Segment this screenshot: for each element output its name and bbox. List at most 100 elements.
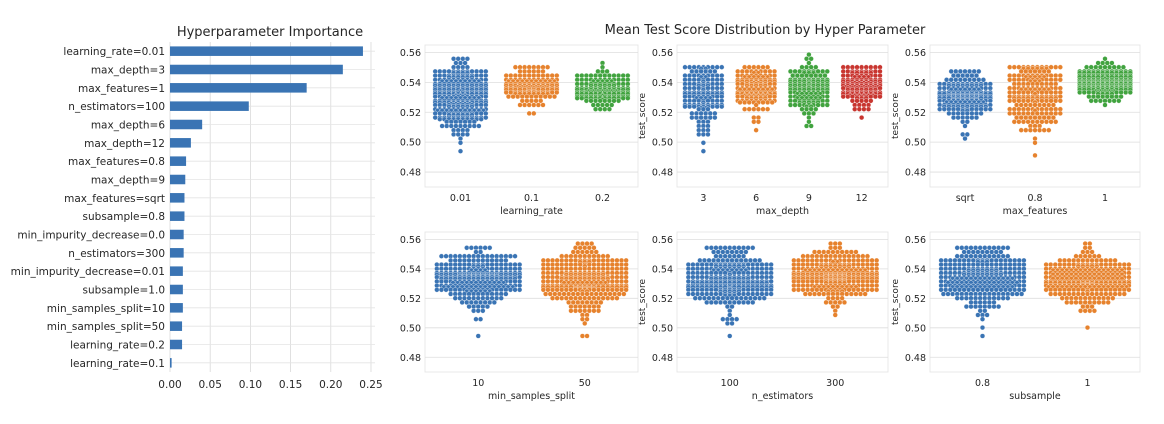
swarm-ytick-label: 0.54 — [652, 264, 673, 275]
swarm-point — [690, 291, 696, 297]
bar-category-label: max_depth=3 — [91, 65, 165, 77]
swarm-point — [575, 241, 581, 247]
swarm-point — [589, 241, 595, 247]
swarm-point — [543, 291, 549, 297]
swarm-point — [832, 245, 838, 251]
swarm-point — [727, 245, 733, 251]
swarm-point — [1100, 60, 1106, 66]
swarm-point — [526, 102, 532, 108]
swarm-point — [720, 316, 726, 322]
swarm-xlabel: learning_rate — [500, 206, 563, 217]
swarm-suptitle: Mean Test Score Distribution by Hyper Pa… — [605, 23, 926, 38]
swarm-point — [582, 295, 588, 301]
swarm-point — [979, 287, 986, 293]
swarm-point — [800, 287, 806, 293]
swarm-point — [752, 295, 758, 301]
swarm-ylabel: test_score — [638, 93, 648, 139]
swarm-point — [1041, 115, 1047, 121]
swarm-point — [575, 299, 581, 305]
swarm-point — [480, 295, 486, 301]
swarm-point — [689, 115, 695, 121]
swarm-point — [706, 257, 712, 263]
swarm-point — [976, 77, 982, 83]
swarm-point — [595, 287, 602, 293]
swarm-point — [1050, 115, 1056, 121]
swarm-point — [1087, 308, 1093, 314]
swarm-point — [1053, 64, 1059, 70]
swarm-xtick-label: 12 — [856, 193, 868, 204]
swarm-point — [722, 245, 728, 251]
swarm-point — [811, 291, 818, 297]
importance-bar — [170, 248, 184, 258]
swarm-point — [700, 131, 706, 137]
swarm-xtick-label: 1 — [1102, 193, 1108, 204]
swarm-point — [584, 299, 590, 305]
swarm-point — [1016, 287, 1022, 293]
swarm-xtick-label: 0.8 — [975, 378, 990, 389]
swarm-point — [579, 333, 586, 339]
swarm-ytick-label: 0.54 — [652, 78, 673, 89]
swarm-point — [975, 287, 981, 293]
swarm-point — [457, 148, 464, 154]
swarm-point — [1000, 295, 1006, 301]
swarm-point — [742, 64, 748, 70]
swarm-point — [719, 64, 725, 70]
swarm-point — [996, 295, 1002, 301]
importance-bar — [170, 101, 249, 111]
swarm-point — [582, 245, 588, 251]
swarm-point — [1059, 295, 1065, 301]
swarm-ytick-label: 0.52 — [905, 108, 926, 119]
swarm-point — [806, 52, 812, 58]
swarm-ytick-label: 0.54 — [400, 264, 421, 275]
swarm-point — [971, 68, 977, 74]
swarm-point — [698, 68, 704, 74]
swarm-point — [815, 68, 821, 74]
bar-category-label: learning_rate=0.2 — [70, 340, 165, 352]
importance-bar — [170, 119, 203, 130]
swarm-point — [696, 131, 702, 137]
bar-category-label: min_samples_split=10 — [47, 303, 165, 315]
swarm-xlabel: subsample — [1009, 391, 1061, 402]
swarm-point — [1030, 119, 1036, 125]
swarm-point — [968, 304, 974, 310]
swarm-point — [459, 299, 465, 305]
swarm-point — [946, 110, 952, 116]
swarm-point — [620, 95, 626, 101]
swarm-point — [808, 56, 814, 62]
swarm-point — [729, 320, 735, 326]
swarm-point — [588, 98, 594, 104]
swarm-point — [948, 77, 954, 83]
swarm-point — [1046, 102, 1052, 108]
swarm-point — [982, 253, 988, 259]
swarm-point — [964, 131, 970, 137]
swarm-point — [579, 316, 586, 322]
swarm-point — [609, 295, 615, 301]
swarm-point — [727, 299, 733, 305]
swarm-ytick-label: 0.50 — [905, 323, 926, 334]
swarm-point — [1113, 94, 1120, 100]
swarm-point — [556, 291, 563, 297]
swarm-xlabel: min_samples_split — [488, 391, 575, 402]
swarm-point — [570, 299, 576, 305]
swarm-point — [1107, 291, 1114, 297]
swarm-point — [960, 119, 966, 125]
swarm-point — [1102, 64, 1108, 70]
swarm-point — [813, 64, 819, 70]
swarm-point — [743, 257, 749, 263]
swarm-point — [966, 249, 972, 255]
swarm-point — [540, 102, 546, 108]
swarm-point — [962, 123, 968, 129]
swarm-point — [507, 287, 514, 293]
importance-bar — [170, 284, 183, 295]
swarm-point — [1088, 64, 1094, 70]
swarm-point — [1082, 308, 1088, 314]
swarm-point — [1091, 299, 1097, 305]
swarm-point — [595, 295, 602, 301]
swarm-point — [966, 287, 972, 293]
swarm-point — [559, 287, 565, 293]
swarm-point — [755, 106, 761, 112]
swarm-point — [736, 299, 742, 305]
swarm-point — [1018, 115, 1024, 121]
swarm-point — [877, 94, 883, 100]
swarm-point — [685, 291, 691, 297]
